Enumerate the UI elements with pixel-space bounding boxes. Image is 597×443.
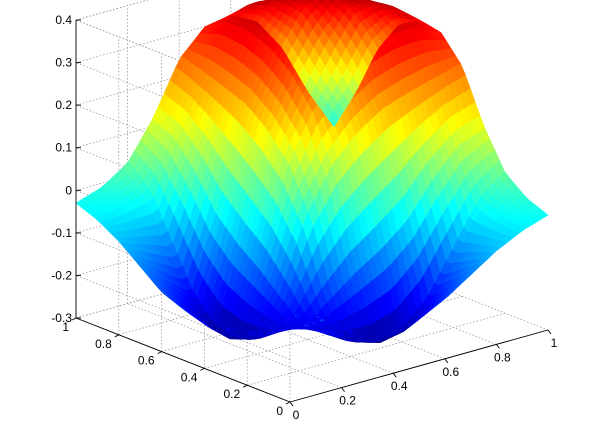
x-tick-label: 0.6 [442, 365, 459, 379]
y-tick-mark [72, 318, 76, 320]
z-tick-label: 0 [65, 183, 72, 197]
x-tick-label: 0.8 [494, 350, 511, 364]
x-tick-mark [548, 330, 551, 334]
y-tick-label: 0.4 [181, 370, 198, 384]
z-tick-label: -0.3 [51, 311, 72, 325]
z-tick-label: 0.2 [55, 98, 72, 112]
y-tick-mark [158, 352, 162, 354]
z-tick-label: -0.2 [51, 268, 72, 282]
x-tick-label: 0.2 [339, 394, 356, 408]
x-tick-mark [445, 359, 448, 363]
z-tick-label: -0.1 [51, 226, 72, 240]
x-tick-label: 1 [551, 336, 558, 350]
x-axis-line [290, 330, 548, 402]
y-tick-label: 0 [276, 404, 283, 418]
y-tick-mark [200, 368, 204, 370]
z-tick-label: 0.4 [55, 13, 72, 27]
y-tick-label: 0.6 [138, 354, 155, 368]
z-tick-label: 0.3 [55, 56, 72, 70]
surface [76, 0, 548, 343]
x-tick-mark [290, 402, 293, 406]
y-tick-label: 0.8 [95, 337, 112, 351]
y-tick-mark [115, 335, 119, 337]
y-tick-mark [243, 385, 247, 387]
y-tick-label: 0.2 [224, 387, 241, 401]
x-tick-label: 0 [293, 408, 300, 422]
y-tick-mark [286, 402, 290, 404]
z-tick-label: 0.1 [55, 141, 72, 155]
x-tick-label: 0.4 [391, 379, 408, 393]
x-tick-mark [342, 388, 345, 392]
x-tick-mark [393, 373, 396, 377]
x-tick-mark [496, 344, 499, 348]
